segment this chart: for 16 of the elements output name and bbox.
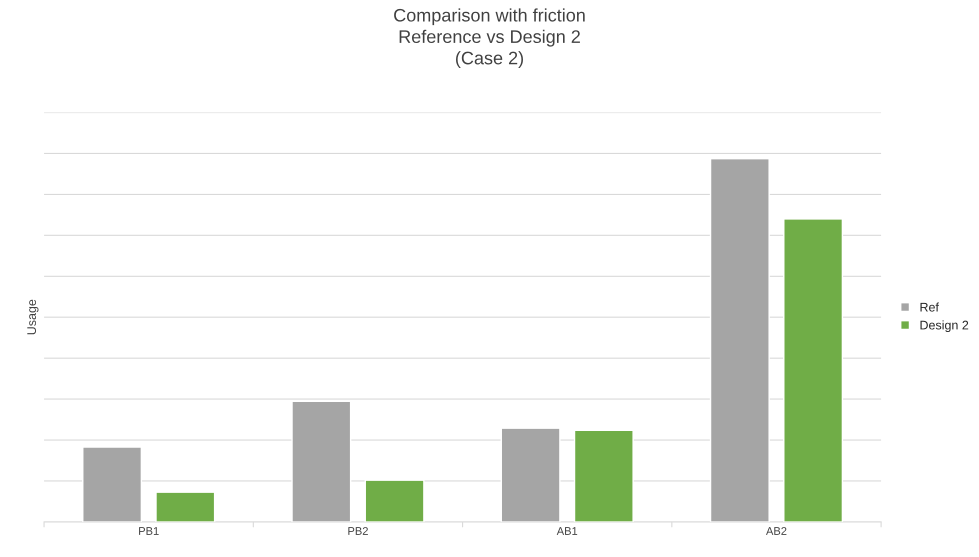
bar xyxy=(783,218,844,522)
bar xyxy=(155,491,216,522)
x-tick-label: AB1 xyxy=(556,527,578,535)
x-tick-label: PB1 xyxy=(139,527,159,535)
bar xyxy=(364,479,425,522)
legend-label: Design 2 xyxy=(920,320,968,332)
y-axis-title: Usage xyxy=(27,300,38,334)
bar xyxy=(500,427,561,522)
bar xyxy=(291,400,352,522)
legend-label: Ref xyxy=(920,302,939,312)
x-tick-label: PB2 xyxy=(348,527,368,535)
bar xyxy=(710,158,770,522)
x-tick-label: AB2 xyxy=(766,527,786,535)
bar xyxy=(82,446,142,522)
bar xyxy=(574,430,634,522)
chart-title: Comparison with friction Reference vs Design 2 (Case 2) xyxy=(394,8,585,68)
